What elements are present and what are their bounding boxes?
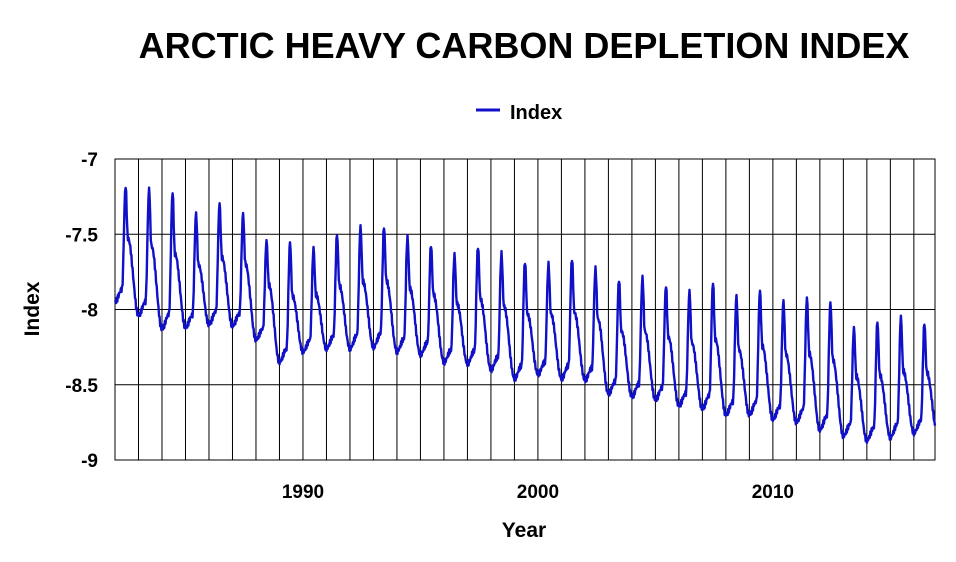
x-tick-label: 1990 — [282, 482, 324, 503]
chart-title: ARCTIC HEAVY CARBON DEPLETION INDEX — [139, 25, 910, 66]
y-tick-label: -8 — [81, 301, 98, 322]
y-tick-label: -8.5 — [65, 376, 98, 397]
x-axis-title: Year — [502, 519, 546, 542]
grid — [114, 158, 935, 461]
y-tick-label: -7 — [81, 150, 98, 171]
x-tick-label: 2010 — [752, 482, 794, 503]
x-tick-label: 2000 — [517, 482, 559, 503]
y-tick-label: -7.5 — [65, 225, 98, 246]
x-axis-ticks: 1990 2000 2010 — [282, 482, 794, 503]
y-axis-title: Index — [21, 281, 44, 336]
plot-area — [114, 158, 936, 461]
series-layer — [113, 186, 937, 445]
y-tick-label: -9 — [81, 451, 98, 472]
legend-label: Index — [510, 102, 562, 124]
legend: Index — [476, 102, 562, 124]
y-axis-ticks: -7 -7.5 -8 -8.5 -9 — [65, 150, 98, 472]
series-line-index — [113, 186, 937, 445]
